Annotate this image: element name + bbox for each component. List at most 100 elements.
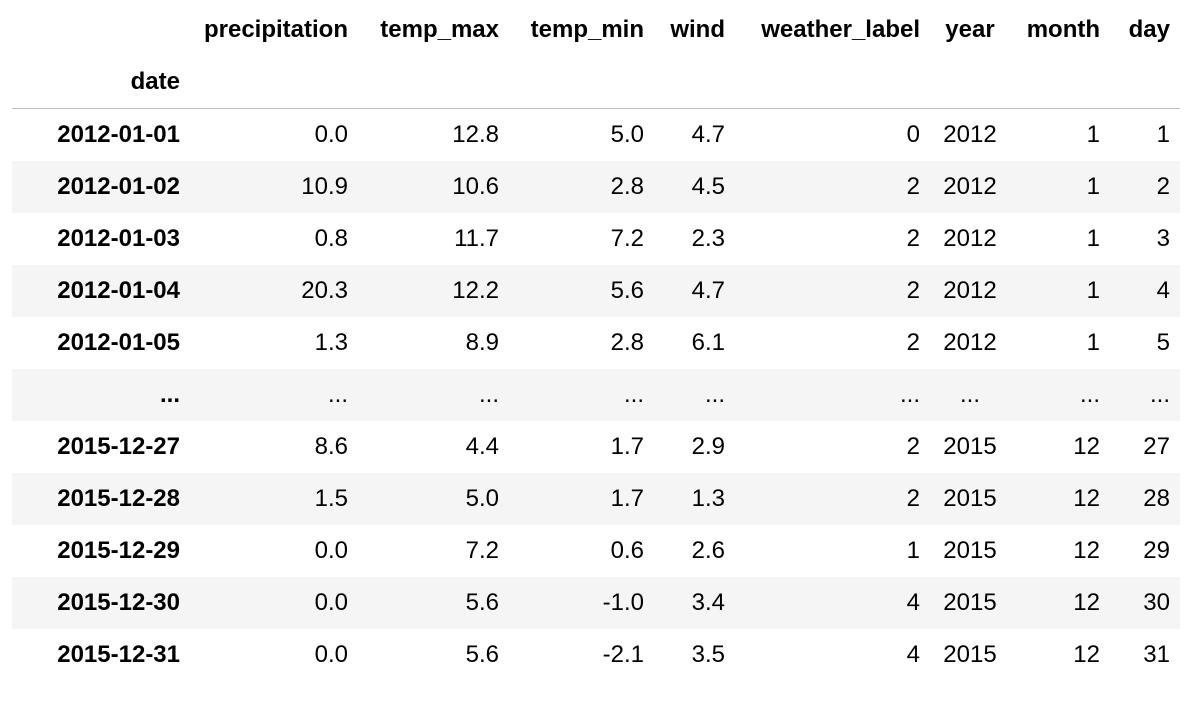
table-row: 2015-12-28 1.5 5.0 1.7 1.3 2 2015 12 28: [12, 472, 1180, 525]
table-cell: 2.9: [691, 432, 725, 460]
table-row: 2015-12-27 8.6 4.4 1.7 2.9 2 2015 12 27: [12, 420, 1180, 473]
dataframe-table: precipitation temp_max temp_min wind wea…: [12, 4, 1180, 681]
row-index-cell: 2012-01-05: [57, 328, 180, 356]
table-cell: 5.0: [610, 120, 644, 148]
table-cell: 1.3: [691, 484, 725, 512]
table-cell: 12.8: [452, 120, 499, 148]
table-cell: 4.4: [465, 432, 499, 460]
table-cell: ...: [1079, 380, 1100, 408]
table-cell: 4.5: [691, 172, 725, 200]
table-cell: 5.6: [610, 276, 644, 304]
table-cell: 2012: [943, 328, 997, 356]
table-row: 2015-12-30 0.0 5.6 -1.0 3.4 4 2015 12 30: [12, 576, 1180, 629]
table-cell: 0.8: [314, 224, 348, 252]
table-cell: 3.4: [691, 588, 725, 616]
table-cell: 2.3: [691, 224, 725, 252]
table-cell: 1.7: [610, 432, 644, 460]
index-name-row: date: [12, 56, 1180, 109]
table-cell: 6.1: [691, 328, 725, 356]
table-row: 2012-01-03 0.8 11.7 7.2 2.3 2 2012 1 3: [12, 212, 1180, 265]
table-cell: ...: [704, 380, 725, 408]
table-cell: 8.9: [465, 328, 499, 356]
table-row: ...........................: [12, 368, 1180, 421]
row-index-cell: 2015-12-28: [57, 484, 180, 512]
table-cell: 4.7: [691, 120, 725, 148]
table-cell: ...: [1149, 380, 1170, 408]
table-cell: 12: [1073, 588, 1100, 616]
table-cell: 2: [906, 432, 920, 460]
table-cell: 2: [906, 328, 920, 356]
table-cell: 2: [906, 172, 920, 200]
table-cell: 12.2: [452, 276, 499, 304]
column-header: weather_label: [761, 16, 920, 43]
row-index-cell: 2012-01-04: [57, 276, 180, 304]
table-cell: ...: [623, 380, 644, 408]
column-header-row: precipitation temp_max temp_min wind wea…: [12, 4, 1180, 56]
column-header: wind: [670, 16, 725, 43]
table-cell: 30: [1143, 588, 1170, 616]
table-cell: 2015: [943, 536, 997, 564]
table-cell: 0.0: [314, 120, 348, 148]
table-cell: 12: [1073, 640, 1100, 668]
table-cell: 5.6: [465, 588, 499, 616]
table-cell: 2012: [943, 120, 997, 148]
table-cell: 2012: [943, 172, 997, 200]
table-cell: 2.8: [610, 172, 644, 200]
table-cell: -2.1: [602, 640, 644, 668]
table-cell: ...: [959, 380, 980, 408]
table-cell: 1: [1156, 120, 1170, 148]
row-index-cell: ...: [159, 380, 180, 408]
table-cell: 2: [1156, 172, 1170, 200]
column-header: year: [945, 16, 995, 43]
table-cell: 4: [906, 640, 920, 668]
table-header: precipitation temp_max temp_min wind wea…: [12, 4, 1180, 109]
table-cell: 7.2: [465, 536, 499, 564]
table-cell: 20.3: [301, 276, 348, 304]
row-index-cell: 2012-01-02: [57, 172, 180, 200]
table-cell: 12: [1073, 536, 1100, 564]
table-cell: 0: [906, 120, 920, 148]
table-cell: 8.6: [314, 432, 348, 460]
table-cell: 2015: [943, 640, 997, 668]
table-cell: 0.0: [314, 588, 348, 616]
table-row: 2012-01-01 0.0 12.8 5.0 4.7 0 2012 1 1: [12, 108, 1180, 161]
table-cell: 3.5: [691, 640, 725, 668]
table-body: 2012-01-01 0.0 12.8 5.0 4.7 0 2012 1 1 2012-01-02…: [12, 108, 1180, 681]
table-row: 2015-12-29 0.0 7.2 0.6 2.6 1 2015 12 29: [12, 524, 1180, 577]
row-index-cell: 2015-12-29: [57, 536, 180, 564]
table-cell: 2.8: [610, 328, 644, 356]
table-cell: 28: [1143, 484, 1170, 512]
table-cell: 12: [1073, 484, 1100, 512]
dataframe-output: precipitation temp_max temp_min wind wea…: [12, 4, 1180, 681]
row-index-cell: 2012-01-01: [57, 120, 180, 148]
table-cell: 1: [1086, 224, 1100, 252]
table-cell: 2012: [943, 276, 997, 304]
table-cell: 2: [906, 484, 920, 512]
table-row: 2012-01-05 1.3 8.9 2.8 6.1 2 2012 1 5: [12, 316, 1180, 369]
table-cell: 2015: [943, 588, 997, 616]
table-cell: 4: [1156, 276, 1170, 304]
table-cell: ...: [899, 380, 920, 408]
table-cell: 1: [1086, 328, 1100, 356]
table-cell: 0.0: [314, 640, 348, 668]
table-cell: 10.9: [301, 172, 348, 200]
index-corner-cell: [12, 4, 180, 56]
table-cell: 1: [906, 536, 920, 564]
row-index-cell: 2015-12-27: [57, 432, 180, 460]
column-header: precipitation: [203, 16, 348, 43]
table-cell: 2: [906, 224, 920, 252]
table-cell: 1: [1086, 276, 1100, 304]
table-cell: 3: [1156, 224, 1170, 252]
table-cell: 31: [1143, 640, 1170, 668]
table-cell: 1: [1086, 172, 1100, 200]
table-cell: 27: [1143, 432, 1170, 460]
table-cell: 1.5: [314, 484, 348, 512]
table-cell: 2012: [943, 224, 997, 252]
table-cell: ...: [478, 380, 499, 408]
table-cell: 0.6: [610, 536, 644, 564]
table-cell: 2015: [943, 432, 997, 460]
table-cell: 2: [906, 276, 920, 304]
table-cell: ...: [327, 380, 348, 408]
table-row: 2012-01-02 10.9 10.6 2.8 4.5 2 2012 1 2: [12, 160, 1180, 213]
row-index-cell: 2015-12-31: [57, 640, 180, 668]
